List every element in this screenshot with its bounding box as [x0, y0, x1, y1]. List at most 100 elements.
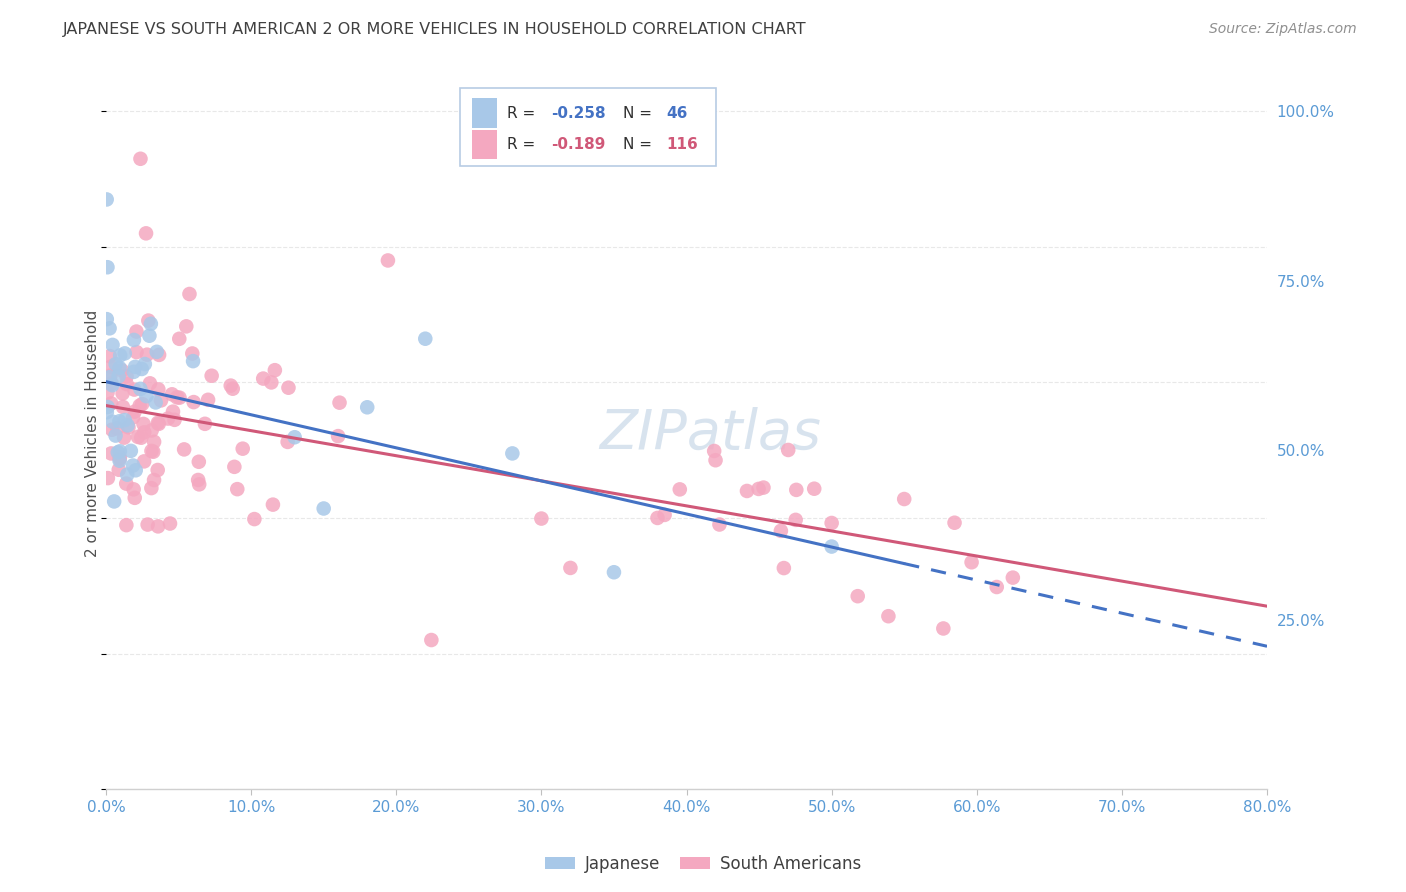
Point — [263, 363, 285, 377]
Point — [501, 446, 523, 460]
Point — [169, 391, 191, 405]
Y-axis label: 2 or more Vehicles in Household: 2 or more Vehicles in Household — [86, 310, 100, 557]
Point — [603, 566, 626, 580]
Point — [122, 483, 145, 497]
Point — [260, 376, 283, 390]
Point — [252, 371, 274, 385]
Point — [115, 467, 138, 482]
Point — [703, 444, 725, 458]
Point — [709, 517, 731, 532]
Point — [115, 476, 138, 491]
Text: R =: R = — [506, 105, 540, 120]
Point — [232, 442, 254, 456]
Point — [143, 434, 166, 449]
Text: N =: N = — [623, 105, 657, 120]
Point — [125, 463, 148, 477]
Point — [201, 368, 224, 383]
FancyBboxPatch shape — [472, 98, 498, 128]
Point — [243, 512, 266, 526]
Point — [97, 400, 120, 414]
Point — [105, 421, 128, 435]
Point — [735, 483, 758, 498]
Point — [125, 325, 148, 339]
Point — [101, 415, 124, 429]
Point — [530, 511, 553, 525]
Point — [356, 401, 378, 415]
Point — [159, 516, 181, 531]
Point — [181, 346, 204, 360]
Point — [120, 443, 142, 458]
Point — [893, 491, 915, 506]
Text: Source: ZipAtlas.com: Source: ZipAtlas.com — [1209, 22, 1357, 37]
Point — [183, 395, 205, 409]
Point — [224, 459, 246, 474]
Text: -0.189: -0.189 — [551, 137, 605, 152]
Point — [785, 513, 807, 527]
Point — [108, 450, 131, 465]
Point — [179, 287, 201, 301]
Point — [986, 580, 1008, 594]
Point — [173, 442, 195, 457]
Point — [181, 354, 204, 368]
Point — [141, 444, 163, 458]
Point — [262, 498, 284, 512]
Point — [226, 482, 249, 496]
Point — [115, 377, 138, 392]
Point — [107, 445, 129, 459]
Point — [124, 359, 146, 374]
Point — [138, 328, 160, 343]
Point — [420, 633, 443, 648]
Point — [668, 483, 690, 497]
Point — [162, 404, 184, 418]
Point — [146, 519, 169, 533]
Point — [647, 511, 669, 525]
Text: -0.258: -0.258 — [551, 105, 606, 120]
Point — [131, 397, 153, 411]
Point — [284, 430, 307, 444]
Point — [654, 508, 676, 522]
Point — [174, 319, 197, 334]
Text: N =: N = — [623, 137, 657, 152]
Point — [96, 385, 118, 400]
Point — [146, 463, 169, 477]
Point — [122, 333, 145, 347]
Point — [108, 454, 131, 468]
Point — [101, 378, 124, 392]
Point — [117, 420, 139, 434]
Point — [377, 253, 399, 268]
Point — [125, 345, 148, 359]
Point — [98, 349, 121, 363]
Point — [222, 382, 245, 396]
Point — [128, 399, 150, 413]
Point — [122, 365, 145, 379]
Point — [145, 344, 167, 359]
Point — [326, 429, 349, 443]
Point — [115, 369, 138, 384]
Point — [752, 481, 775, 495]
Legend: Japanese, South Americans: Japanese, South Americans — [538, 848, 868, 880]
Point — [111, 400, 134, 414]
Point — [820, 540, 842, 554]
Point — [112, 431, 135, 445]
Point — [785, 483, 807, 497]
Point — [98, 370, 121, 384]
Point — [156, 411, 179, 425]
Point — [146, 416, 169, 430]
Point — [773, 561, 796, 575]
Point — [143, 473, 166, 487]
Point — [107, 369, 129, 384]
Point — [124, 404, 146, 418]
Point — [115, 518, 138, 533]
Point — [134, 425, 156, 440]
Point — [104, 428, 127, 442]
Point — [108, 348, 131, 362]
Point — [150, 393, 173, 408]
Point — [960, 555, 983, 569]
Text: R =: R = — [506, 137, 540, 152]
Point — [312, 501, 335, 516]
Point — [139, 376, 162, 391]
Point — [704, 453, 727, 467]
Point — [111, 386, 134, 401]
Point — [148, 417, 170, 431]
Point — [97, 471, 120, 485]
